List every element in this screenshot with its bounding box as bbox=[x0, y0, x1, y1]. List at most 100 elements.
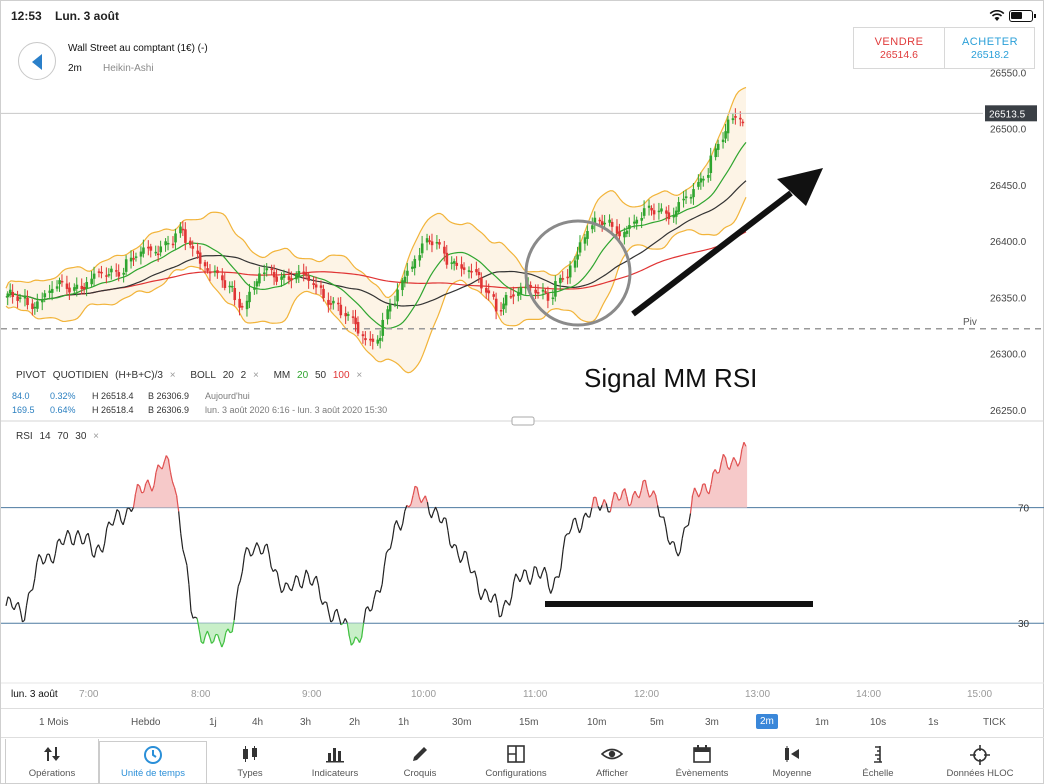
crosshair-icon bbox=[970, 745, 990, 765]
candle-body bbox=[519, 286, 523, 295]
tool-sketch[interactable]: Croquis bbox=[377, 739, 463, 784]
candle-body bbox=[346, 314, 350, 316]
timeframe-10s[interactable]: 10s bbox=[870, 717, 887, 728]
pivot-label[interactable]: PIVOT bbox=[16, 370, 47, 381]
rsi-line-segment bbox=[338, 616, 342, 626]
rsi-line-segment bbox=[297, 577, 301, 587]
rsi-line-segment bbox=[605, 503, 609, 513]
tool-hloc-data[interactable]: Données HLOC bbox=[921, 739, 1039, 784]
rsi-line-segment bbox=[665, 526, 669, 540]
rsi-line-segment bbox=[474, 570, 478, 579]
rsi-line-segment bbox=[535, 567, 539, 576]
rsi-line-segment bbox=[315, 575, 320, 586]
rsi-line-segment bbox=[324, 601, 327, 604]
remove-mm-icon[interactable]: × bbox=[356, 370, 363, 381]
rsi-line-segment bbox=[414, 485, 418, 488]
candle-body bbox=[82, 286, 86, 290]
candle-body bbox=[124, 259, 128, 272]
rsi-line-segment bbox=[539, 571, 544, 579]
candle-body bbox=[475, 269, 478, 273]
rsi-line-segment bbox=[704, 483, 708, 492]
rsi-line-segment bbox=[330, 619, 334, 623]
timeframe-2m[interactable]: 2m bbox=[756, 714, 778, 729]
tool-configurations[interactable]: Configurations bbox=[463, 739, 569, 784]
candle-body bbox=[233, 288, 237, 301]
rsi-line-segment bbox=[517, 577, 521, 583]
timeframe-4h[interactable]: 4h bbox=[252, 717, 264, 728]
timeframe-tick[interactable]: TICK bbox=[983, 717, 1006, 728]
candle-body bbox=[73, 287, 76, 291]
price-tick: 26450.0 bbox=[990, 181, 1027, 192]
rsi-line-segment bbox=[326, 602, 330, 613]
tool-timeframe[interactable]: Unité de temps bbox=[99, 739, 207, 784]
back-button[interactable] bbox=[18, 42, 56, 80]
candle-body bbox=[280, 276, 283, 280]
timeframe-hebdo[interactable]: Hebdo bbox=[131, 717, 161, 728]
rsi-line-segment bbox=[246, 546, 249, 550]
candle-body bbox=[578, 242, 582, 253]
legend-row-today: 84.0 0.32% H 26518.4 B 26306.9 Aujourd'hui bbox=[12, 391, 250, 401]
candle-body bbox=[304, 272, 308, 276]
rsi-line-segment bbox=[44, 554, 48, 562]
candle-body bbox=[85, 281, 89, 289]
candle-body bbox=[174, 233, 177, 243]
bottom-toolbar: Opérations Unité de temps Types Indicate… bbox=[1, 739, 1044, 784]
timeframe-5m[interactable]: 5m bbox=[650, 717, 664, 728]
candle-body bbox=[329, 303, 333, 305]
sell-button[interactable]: VENDRE 26514.6 bbox=[854, 28, 945, 68]
rsi-line-segment bbox=[618, 498, 621, 501]
candle-body bbox=[625, 230, 629, 234]
rsi-label[interactable]: RSI bbox=[16, 431, 33, 442]
candle-body bbox=[258, 273, 261, 284]
tool-scale[interactable]: Échelle bbox=[835, 739, 921, 784]
chart-canvas[interactable]: Piv 26550.0 26500.0 26450.0 26400.0 26350.0 26… bbox=[1, 1, 1044, 708]
remove-rsi-icon[interactable]: × bbox=[93, 431, 100, 442]
rsi-line-segment bbox=[122, 517, 126, 525]
time-tick: 8:00 bbox=[191, 689, 211, 700]
tool-operations[interactable]: Opérations bbox=[5, 739, 99, 784]
remove-pivot-icon[interactable]: × bbox=[169, 370, 176, 381]
rsi-line-segment bbox=[385, 549, 389, 554]
timeframe-15m[interactable]: 15m bbox=[519, 717, 539, 728]
timeframe-1j[interactable]: 1j bbox=[209, 717, 217, 728]
time-tick: 11:00 bbox=[523, 689, 548, 700]
candle-body bbox=[534, 289, 537, 294]
mm-label[interactable]: MM bbox=[273, 370, 291, 381]
timeframe-10m[interactable]: 10m bbox=[587, 717, 607, 728]
buy-button[interactable]: ACHETER 26518.2 bbox=[945, 28, 1035, 68]
boll-label[interactable]: BOLL bbox=[190, 370, 216, 381]
rsi-line-segment bbox=[54, 541, 58, 554]
tool-average[interactable]: Moyenne bbox=[749, 739, 835, 784]
bollinger-lower bbox=[5, 196, 747, 374]
timeframe-1s[interactable]: 1s bbox=[928, 717, 939, 728]
tool-display[interactable]: Afficher bbox=[569, 739, 655, 784]
rsi-line-segment bbox=[278, 583, 283, 593]
candle-body bbox=[117, 272, 121, 277]
buy-price: 26518.2 bbox=[971, 49, 1009, 61]
candle-body bbox=[734, 116, 737, 118]
rsi-line-segment bbox=[574, 517, 579, 527]
timeframe-3h[interactable]: 3h bbox=[300, 717, 312, 728]
timeframe-2h[interactable]: 2h bbox=[349, 717, 361, 728]
rsi-line-segment bbox=[270, 566, 274, 572]
timeframe-1h[interactable]: 1h bbox=[398, 717, 410, 728]
timeframe-1-mois[interactable]: 1 Mois bbox=[39, 717, 69, 728]
rsi-line-segment bbox=[355, 636, 358, 640]
tool-types[interactable]: Types bbox=[207, 739, 293, 784]
remove-boll-icon[interactable]: × bbox=[252, 370, 259, 381]
rsi-line-segment bbox=[211, 641, 215, 644]
tool-events[interactable]: Évènements bbox=[655, 739, 749, 784]
candle-body bbox=[26, 297, 29, 306]
candle-body bbox=[697, 182, 700, 187]
signal-annotation[interactable]: Signal MM RSI bbox=[584, 363, 758, 393]
tool-label: Échelle bbox=[862, 768, 894, 779]
timeframe-30m[interactable]: 30m bbox=[452, 717, 472, 728]
rsi-line-segment bbox=[65, 530, 69, 538]
timeframe-3m[interactable]: 3m bbox=[705, 717, 719, 728]
timeframe-1m[interactable]: 1m bbox=[815, 717, 829, 728]
tool-indicators[interactable]: Indicateurs bbox=[293, 739, 377, 784]
calendar-icon bbox=[693, 745, 711, 763]
rsi-line-segment bbox=[681, 527, 685, 539]
candle-body bbox=[517, 292, 520, 296]
rsi-line-segment bbox=[500, 606, 505, 617]
